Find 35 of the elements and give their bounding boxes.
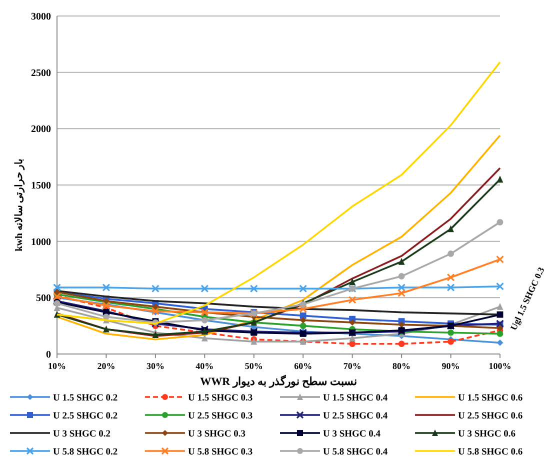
x-tick-label: 60%	[294, 361, 312, 371]
legend-label: U 2.5 SHGC 0.3	[188, 412, 253, 422]
legend-label: U 2.5 SHGC 0.2	[53, 412, 118, 422]
legend-label: U 5.8 SHGC 0.6	[458, 448, 523, 458]
y-axis-title: بار حرارتی سالانه kwh	[14, 158, 25, 252]
legend-label: U 1.5 SHGC 0.4	[323, 394, 388, 404]
x-axis-title: نسبت سطح نورگذر به دیوار WWR	[200, 374, 357, 388]
legend-label: U 5.8 SHGC 0.2	[53, 448, 118, 458]
y-tick-label: 2500	[31, 68, 51, 79]
legend-label: U 2.5 SHGC 0.4	[323, 412, 388, 422]
legend-label: U 5.8 SHGC 0.3	[188, 448, 253, 458]
x-tick-label: 90%	[442, 361, 460, 371]
x-tick-label: 100%	[488, 361, 512, 371]
x-tick-label: 40%	[196, 361, 214, 371]
legend-label: U 5.8 SHGC 0.4	[323, 448, 388, 458]
x-tick-label: 50%	[244, 361, 263, 371]
x-tick-label: 70%	[343, 361, 362, 371]
y-tick-label: 3000	[31, 12, 51, 22]
legend-label: U 1.5 SHGC 0.6	[458, 394, 523, 404]
legend-label: U 3 SHGC 0.4	[323, 430, 381, 440]
y-tick-label: 0	[46, 350, 51, 360]
legend-label: U 3 SHGC 0.2	[53, 430, 111, 440]
legend-label: U 3 SHGC 0.6	[458, 430, 516, 440]
y-tick-label: 1500	[31, 180, 51, 192]
y-tick-label: 500	[36, 293, 51, 304]
x-tick-label: 20%	[97, 361, 116, 371]
y-tick-label: 2000	[31, 124, 51, 136]
y-tick-label: 1000	[31, 236, 51, 248]
legend-label: U 2.5 SHGC 0.6	[458, 412, 523, 422]
legend-label: U 1.5 SHGC 0.2	[53, 394, 118, 404]
legend-label: U 1.5 SHGC 0.3	[188, 394, 253, 404]
legend-label: U 3 SHGC 0.3	[188, 430, 246, 440]
x-tick-label: 30%	[146, 361, 164, 371]
x-tick-label: 80%	[392, 361, 411, 371]
x-tick-label: 10%	[48, 361, 66, 371]
